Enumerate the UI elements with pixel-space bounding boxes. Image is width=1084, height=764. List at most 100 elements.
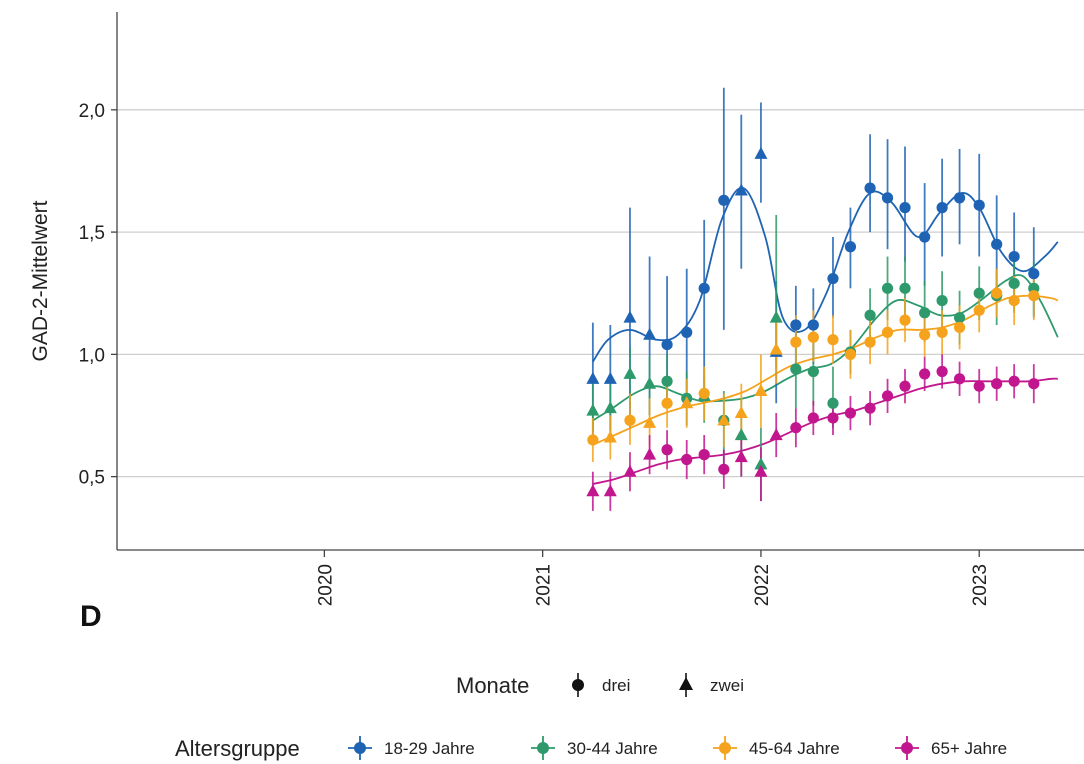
data-point-circle	[864, 182, 876, 194]
data-point-circle	[973, 199, 985, 211]
data-point-circle	[1028, 290, 1040, 302]
legend-series-label: 45-64 Jahre	[749, 739, 840, 758]
y-ticks: 0,5 1,0 1,5 2,0	[79, 101, 117, 489]
data-point-circle	[953, 321, 966, 334]
legend-key-dot	[901, 742, 913, 754]
x-ticks: 2020 2021 2022 2023	[315, 550, 991, 606]
x-tick-label: 2023	[970, 564, 991, 606]
data-point-circle	[681, 326, 693, 338]
data-point-circle	[827, 412, 839, 424]
data-point-circle	[899, 202, 911, 214]
data-point-circle	[661, 444, 673, 456]
data-point-circle	[991, 287, 1003, 299]
data-point-circle	[661, 397, 673, 409]
legend-altersgruppe: Altersgruppe 18-29 Jahre 30-44 Jahre 45-64…	[175, 736, 1007, 761]
data-point-circle	[790, 336, 802, 348]
data-point-triangle	[586, 403, 600, 416]
legend-color-title: Altersgruppe	[175, 736, 300, 761]
data-point-circle	[807, 412, 819, 424]
error-bars	[591, 87, 1035, 511]
data-point-circle	[919, 329, 931, 341]
data-point-circle	[1008, 277, 1020, 290]
data-point-triangle	[623, 366, 637, 379]
data-point-circle	[661, 338, 673, 351]
data-point-circle	[1008, 294, 1020, 307]
data-point-triangle	[643, 376, 657, 389]
data-point-circle	[681, 453, 693, 466]
y-tick-label: 0,5	[79, 468, 105, 489]
data-point-triangle	[754, 384, 768, 397]
data-point-circle	[827, 334, 839, 346]
data-point-circle	[881, 282, 894, 294]
data-point-circle	[1028, 268, 1040, 280]
data-point-circle	[973, 287, 985, 299]
panel-label: D	[80, 600, 102, 633]
data-point-circle	[844, 348, 857, 360]
data-point-circle	[991, 378, 1003, 390]
legend-series-label: 65+ Jahre	[931, 739, 1007, 758]
data-point-circle	[864, 336, 876, 348]
trend-line-2	[592, 294, 1059, 446]
data-point-circle	[624, 414, 636, 426]
x-tick-label: 2020	[315, 564, 336, 606]
data-point-triangle	[586, 484, 600, 497]
data-point-circle	[973, 380, 985, 392]
trend-line-3	[592, 377, 1058, 485]
data-point-circle	[919, 368, 931, 380]
y-tick-label: 2,0	[79, 101, 105, 122]
data-point-circle	[864, 402, 876, 414]
data-point-circle	[718, 194, 730, 206]
legend-triangle-icon	[679, 677, 693, 690]
y-tick-label: 1,0	[79, 345, 105, 366]
legend-circle-icon	[572, 679, 584, 691]
data-point-triangle	[623, 310, 637, 323]
data-point-circle	[1008, 250, 1020, 263]
data-point-triangle	[754, 457, 768, 470]
data-point-triangle	[717, 413, 731, 426]
data-point-circle	[973, 304, 985, 316]
data-point-circle	[807, 319, 819, 331]
data-point-circle	[587, 434, 599, 446]
data-point-circle	[807, 365, 819, 378]
legend-key-dot	[719, 742, 731, 754]
gridlines	[117, 109, 1084, 478]
data-point-circle	[790, 422, 802, 434]
data-point-triangle	[643, 447, 657, 460]
data-point-triangle	[754, 464, 768, 477]
data-point-circle	[790, 363, 802, 375]
trend-line-0	[592, 186, 1059, 363]
data-point-circle	[790, 319, 802, 331]
data-markers	[586, 146, 1040, 497]
x-tick-label: 2022	[752, 564, 773, 606]
data-point-circle	[991, 238, 1003, 250]
data-point-circle	[881, 326, 894, 338]
data-point-circle	[881, 192, 894, 204]
y-axis-title: GAD-2-Mittelwert	[29, 200, 52, 361]
data-point-circle	[919, 307, 931, 319]
data-point-circle	[698, 449, 710, 461]
data-point-triangle	[603, 484, 617, 497]
data-point-triangle	[769, 428, 783, 441]
data-point-circle	[807, 331, 819, 343]
data-point-triangle	[643, 415, 657, 428]
data-point-triangle	[734, 450, 748, 463]
y-tick-label: 1,5	[79, 223, 105, 244]
data-point-triangle	[769, 342, 783, 355]
data-point-circle	[718, 463, 730, 475]
legend-key-dot	[354, 742, 366, 754]
data-point-circle	[661, 375, 673, 387]
data-point-circle	[953, 192, 966, 204]
data-point-circle	[936, 294, 948, 307]
data-point-triangle	[603, 401, 617, 414]
data-point-circle	[899, 314, 911, 326]
legend-series-label: 30-44 Jahre	[567, 739, 658, 758]
data-point-circle	[953, 312, 966, 324]
data-point-circle	[1008, 375, 1020, 387]
legend-shape-title: Monate	[456, 673, 529, 698]
data-point-circle	[936, 326, 948, 338]
data-point-circle	[881, 390, 894, 402]
data-point-circle	[827, 272, 839, 285]
legend-shape-label-drei: drei	[602, 676, 630, 695]
data-point-triangle	[734, 406, 748, 419]
